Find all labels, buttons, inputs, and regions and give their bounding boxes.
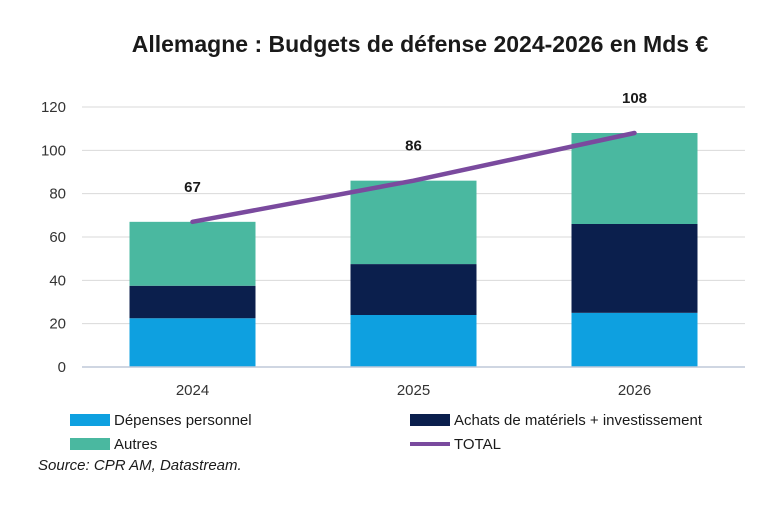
- y-tick-label: 120: [41, 99, 66, 116]
- legend-item-achats: Achats de matériels + investissement: [410, 411, 702, 429]
- x-tick-label: 2026: [618, 382, 651, 399]
- bar-autres-2025: [350, 180, 477, 265]
- bars: [129, 133, 698, 367]
- total-data-label-2025: 86: [405, 138, 422, 155]
- legend-swatch: [410, 442, 450, 446]
- legend-item-total: TOTAL: [410, 435, 501, 453]
- source-note: Source: CPR AM, Datastream.: [38, 457, 242, 474]
- bar-achats-de-mat-riels-investissement-2024: [129, 285, 256, 319]
- y-tick-label: 60: [49, 229, 66, 246]
- legend-label: Dépenses personnel: [114, 411, 252, 429]
- legend-label: Autres: [114, 435, 158, 453]
- bar-achats-de-mat-riels-investissement-2025: [350, 264, 477, 315]
- y-tick-label: 100: [41, 142, 66, 159]
- axes: 0 20 40 60 80 100 120 2024 2025 2026: [41, 99, 745, 399]
- legend-label: TOTAL: [454, 435, 501, 453]
- y-tick-label: 40: [49, 272, 66, 289]
- x-tick-label: 2024: [176, 382, 209, 399]
- total-line: [190, 130, 637, 225]
- bar-achats-de-mat-riels-investissement-2026: [571, 224, 698, 313]
- total-data-label-2024: 67: [184, 179, 201, 196]
- chart-title: Allemagne : Budgets de défense 2024-2026…: [131, 31, 709, 57]
- legend-swatch: [410, 414, 450, 426]
- legend-item-depenses-personnel: Dépenses personnel: [70, 411, 252, 429]
- bar-autres-2024: [129, 221, 256, 286]
- total-data-label-2026: 108: [622, 90, 647, 107]
- bar-autres-2026: [571, 133, 698, 224]
- legend-swatch: [70, 438, 110, 450]
- legend-item-autres: Autres: [70, 435, 157, 453]
- bar-d-penses-personnel-2024: [129, 318, 256, 367]
- bar-d-penses-personnel-2026: [571, 312, 698, 367]
- y-tick-label: 0: [58, 359, 66, 376]
- y-tick-label: 20: [49, 316, 66, 333]
- x-tick-label: 2025: [397, 382, 430, 399]
- legend-label: Achats de matériels + investissement: [454, 411, 703, 429]
- y-tick-label: 80: [49, 186, 66, 203]
- legend-swatch: [70, 414, 110, 426]
- bar-d-penses-personnel-2025: [350, 315, 477, 367]
- data-labels: 67 86 108: [184, 90, 647, 196]
